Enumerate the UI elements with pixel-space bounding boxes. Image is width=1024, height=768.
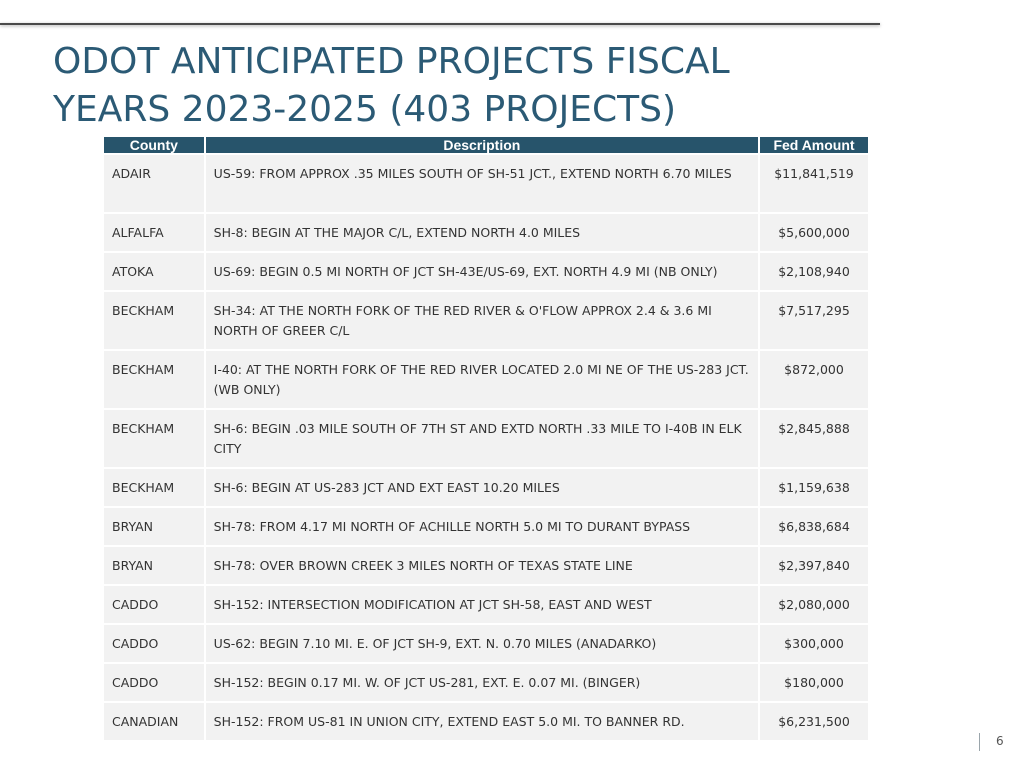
- table-row: CADDO US-62: BEGIN 7.10 MI. E. OF JCT SH…: [104, 625, 868, 662]
- description-cell: SH-78: FROM 4.17 MI NORTH OF ACHILLE NOR…: [205, 508, 759, 545]
- projects-table: County Description Fed Amount ADAIR US-5…: [102, 135, 870, 742]
- fed-amount-cell: $872,000: [760, 351, 868, 408]
- county-cell: BRYAN: [104, 508, 204, 545]
- footer-divider: [979, 733, 980, 751]
- description-column-header: Description: [205, 137, 759, 153]
- description-cell: I-40: AT THE NORTH FORK OF THE RED RIVER…: [205, 351, 759, 408]
- description-cell: SH-78: OVER BROWN CREEK 3 MILES NORTH OF…: [205, 547, 759, 584]
- county-cell: ALFALFA: [104, 214, 204, 251]
- county-cell: BECKHAM: [104, 469, 204, 506]
- page-number: 6: [996, 734, 1004, 748]
- county-cell: BECKHAM: [104, 410, 204, 467]
- table-row: BECKHAM SH-6: BEGIN AT US-283 JCT AND EX…: [104, 469, 868, 506]
- county-cell: ATOKA: [104, 253, 204, 290]
- county-cell: CANADIAN: [104, 703, 204, 740]
- top-divider: [0, 23, 880, 25]
- county-cell: BECKHAM: [104, 292, 204, 349]
- fed-amount-cell: $2,080,000: [760, 586, 868, 623]
- slide-title-line-2: YEARS 2023-2025 (403 PROJECTS): [53, 89, 676, 130]
- table-row: BECKHAM SH-6: BEGIN .03 MILE SOUTH OF 7T…: [104, 410, 868, 467]
- table-row: CADDO SH-152: BEGIN 0.17 MI. W. OF JCT U…: [104, 664, 868, 701]
- table-row: BECKHAM SH-34: AT THE NORTH FORK OF THE …: [104, 292, 868, 349]
- table-row: BRYAN SH-78: OVER BROWN CREEK 3 MILES NO…: [104, 547, 868, 584]
- county-cell: CADDO: [104, 625, 204, 662]
- fed-amount-cell: $6,838,684: [760, 508, 868, 545]
- description-cell: SH-152: FROM US-81 IN UNION CITY, EXTEND…: [205, 703, 759, 740]
- table-header-row: County Description Fed Amount: [104, 137, 868, 153]
- table-row: ATOKA US-69: BEGIN 0.5 MI NORTH OF JCT S…: [104, 253, 868, 290]
- fed-amount-column-header: Fed Amount: [760, 137, 868, 153]
- fed-amount-cell: $5,600,000: [760, 214, 868, 251]
- fed-amount-cell: $300,000: [760, 625, 868, 662]
- table-row: CADDO SH-152: INTERSECTION MODIFICATION …: [104, 586, 868, 623]
- fed-amount-cell: $2,845,888: [760, 410, 868, 467]
- description-cell: SH-152: INTERSECTION MODIFICATION AT JCT…: [205, 586, 759, 623]
- slide-title: ODOT ANTICIPATED PROJECTS FISCAL YEARS 2…: [53, 38, 833, 134]
- table-row: BECKHAM I-40: AT THE NORTH FORK OF THE R…: [104, 351, 868, 408]
- fed-amount-cell: $2,397,840: [760, 547, 868, 584]
- fed-amount-cell: $6,231,500: [760, 703, 868, 740]
- county-column-header: County: [104, 137, 204, 153]
- fed-amount-cell: $11,841,519: [760, 155, 868, 212]
- county-cell: CADDO: [104, 664, 204, 701]
- county-cell: ADAIR: [104, 155, 204, 212]
- description-cell: SH-34: AT THE NORTH FORK OF THE RED RIVE…: [205, 292, 759, 349]
- county-cell: BRYAN: [104, 547, 204, 584]
- county-cell: CADDO: [104, 586, 204, 623]
- table-row: ALFALFA SH-8: BEGIN AT THE MAJOR C/L, EX…: [104, 214, 868, 251]
- description-cell: US-69: BEGIN 0.5 MI NORTH OF JCT SH-43E/…: [205, 253, 759, 290]
- description-cell: US-62: BEGIN 7.10 MI. E. OF JCT SH-9, EX…: [205, 625, 759, 662]
- county-cell: BECKHAM: [104, 351, 204, 408]
- table-row: ADAIR US-59: FROM APPROX .35 MILES SOUTH…: [104, 155, 868, 212]
- description-cell: US-59: FROM APPROX .35 MILES SOUTH OF SH…: [205, 155, 759, 212]
- fed-amount-cell: $2,108,940: [760, 253, 868, 290]
- description-cell: SH-8: BEGIN AT THE MAJOR C/L, EXTEND NOR…: [205, 214, 759, 251]
- description-cell: SH-6: BEGIN AT US-283 JCT AND EXT EAST 1…: [205, 469, 759, 506]
- fed-amount-cell: $180,000: [760, 664, 868, 701]
- fed-amount-cell: $1,159,638: [760, 469, 868, 506]
- fed-amount-cell: $7,517,295: [760, 292, 868, 349]
- table-row: BRYAN SH-78: FROM 4.17 MI NORTH OF ACHIL…: [104, 508, 868, 545]
- slide-title-line-1: ODOT ANTICIPATED PROJECTS FISCAL: [53, 41, 730, 82]
- description-cell: SH-6: BEGIN .03 MILE SOUTH OF 7TH ST AND…: [205, 410, 759, 467]
- description-cell: SH-152: BEGIN 0.17 MI. W. OF JCT US-281,…: [205, 664, 759, 701]
- table-row: CANADIAN SH-152: FROM US-81 IN UNION CIT…: [104, 703, 868, 740]
